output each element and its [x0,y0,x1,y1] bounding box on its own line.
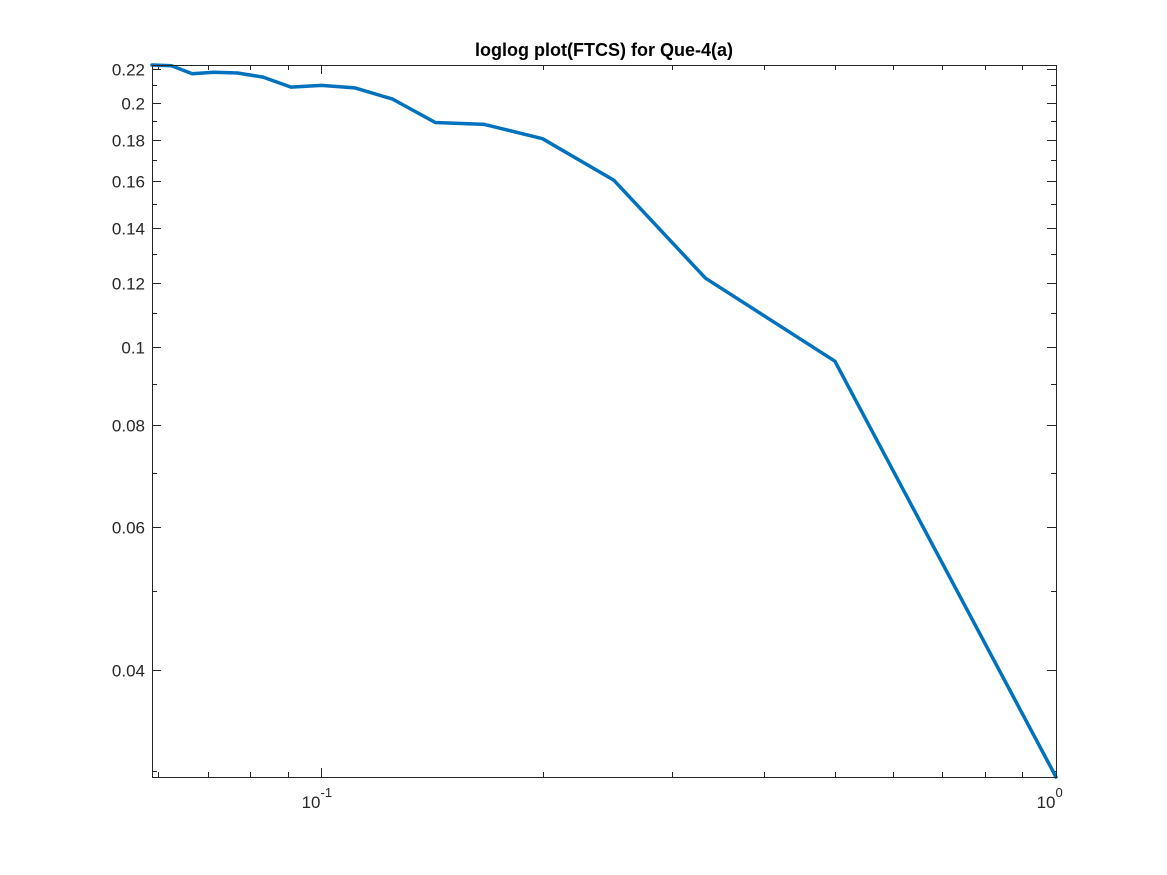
x-tick-label-exponent: 0 [1056,785,1063,800]
plot-area [152,65,1056,777]
y-tick-label: 0.12 [112,275,145,294]
chart-title: loglog plot(FTCS) for Que-4(a) [475,40,733,60]
x-tick-label: 10-1 [302,785,332,812]
y-tick-label: 0.1 [121,339,145,358]
x-tick-label-base: 10 [1037,793,1056,812]
y-tick-label: 0.22 [112,61,145,80]
y-tick-labels: 0.04 0.06 0.08 0.1 0.12 0.14 0.16 0.18 0.2 0.22 [112,61,145,681]
y-tick-label: 0.08 [112,417,145,436]
y-tick-label: 0.04 [112,662,145,681]
axes: 0.04 0.06 0.08 0.1 0.12 0.14 0.16 0.18 0.2 0.22 1… [112,61,1063,813]
y-tick-label: 0.06 [112,519,145,538]
y-tick-label: 0.14 [112,220,145,239]
y-tick-label: 0.16 [112,173,145,192]
y-tick-label: 0.2 [121,95,145,114]
y-tick-label: 0.18 [112,132,145,151]
minor-ticks [152,65,1056,777]
x-tick-label: 100 [1037,785,1063,812]
x-tick-label-base: 10 [302,793,321,812]
axes-box [152,65,1057,778]
x-tick-label-exponent: -1 [321,785,333,800]
data-line [150,63,1058,779]
